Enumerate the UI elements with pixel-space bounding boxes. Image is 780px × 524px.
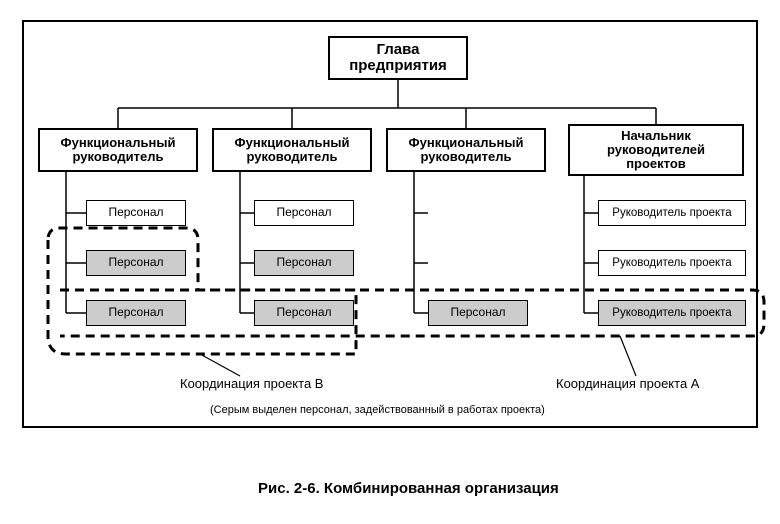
leaf-node: Персонал (254, 300, 354, 326)
figure-title: Рис. 2-6. Комбинированная организация (258, 480, 559, 497)
leaf-node: Руководитель проекта (598, 300, 746, 326)
root-node: Главапредприятия (328, 36, 468, 80)
branch-label: Функциональныйруководитель (235, 136, 350, 165)
leaf-label: Персонал (276, 206, 331, 219)
leaf-node: Персонал (86, 200, 186, 226)
leaf-node: Персонал (86, 250, 186, 276)
dash-label-project-a: Координация проекта A (556, 376, 699, 391)
leaf-node: Персонал (86, 300, 186, 326)
leaf-label: Персонал (276, 256, 331, 269)
branch-node: Начальникруководителейпроектов (568, 124, 744, 176)
branch-node: Функциональныйруководитель (212, 128, 372, 172)
leaf-label: Руководитель проекта (612, 307, 731, 320)
branch-label: Функциональныйруководитель (61, 136, 176, 165)
branch-node: Функциональныйруководитель (386, 128, 546, 172)
footnote: (Серым выделен персонал, задействованный… (210, 404, 545, 416)
leaf-node: Руководитель проекта (598, 200, 746, 226)
leaf-node: Руководитель проекта (598, 250, 746, 276)
leaf-label: Персонал (108, 206, 163, 219)
leaf-label: Руководитель проекта (612, 207, 731, 220)
leaf-label: Персонал (276, 306, 331, 319)
leaf-label: Персонал (108, 256, 163, 269)
branch-node: Функциональныйруководитель (38, 128, 198, 172)
branch-label: Функциональныйруководитель (409, 136, 524, 165)
leaf-node: Персонал (428, 300, 528, 326)
root-label: Главапредприятия (349, 42, 447, 75)
leaf-node: Персонал (254, 200, 354, 226)
branch-label: Начальникруководителейпроектов (607, 129, 705, 172)
leaf-label: Руководитель проекта (612, 257, 731, 270)
leaf-label: Персонал (108, 306, 163, 319)
dash-label-project-b: Координация проекта B (180, 376, 323, 391)
leaf-label: Персонал (450, 306, 505, 319)
leaf-node: Персонал (254, 250, 354, 276)
